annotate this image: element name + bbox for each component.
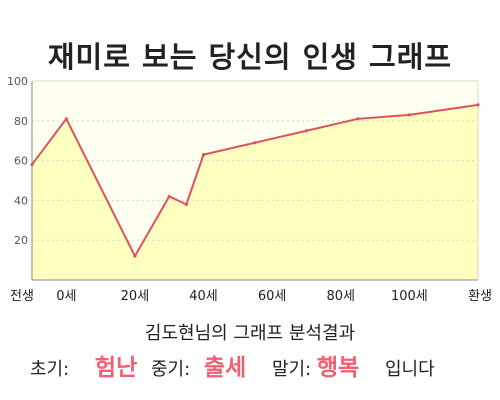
y-tick-label: 20: [14, 234, 28, 247]
data-point: [476, 103, 480, 107]
result-suffix: 입니다: [384, 359, 435, 380]
data-point: [304, 129, 309, 133]
x-tick-label: 20세: [121, 289, 150, 304]
data-point: [133, 254, 137, 258]
x-tick-label: 80세: [327, 289, 356, 304]
result-summary: 초기: 험난 중기: 출세 말기: 행복 입니다: [30, 348, 490, 382]
chart-title: 재미로 보는 당신의 인생 그래프: [47, 40, 453, 74]
y-tick-label: 60: [14, 155, 28, 168]
middle-label: 중기:: [150, 359, 191, 380]
late-value: 행복: [316, 355, 360, 381]
x-tick-label: 40세: [189, 289, 218, 304]
data-point: [253, 141, 257, 145]
data-point: [407, 113, 411, 117]
x-tick-label: 60세: [258, 289, 287, 304]
y-tick-label: 40: [14, 194, 28, 207]
x-tick-label: 환생: [468, 289, 492, 304]
x-tick-label: 전생: [10, 289, 34, 304]
data-point: [356, 117, 360, 121]
data-point: [167, 194, 171, 199]
data-point: [201, 153, 206, 157]
x-tick-label: 100세: [391, 289, 428, 304]
result-title: 김도현님의 그래프 분석결과: [144, 323, 356, 344]
data-point: [64, 117, 68, 121]
middle-value: 출세: [203, 355, 247, 381]
y-tick-label: 100: [7, 75, 28, 88]
area-fill: [32, 104, 478, 280]
late-label: 말기:: [271, 359, 312, 380]
data-point: [184, 202, 188, 206]
early-value: 험난: [94, 355, 138, 381]
early-label: 초기:: [30, 359, 70, 380]
x-tick-label: 0세: [56, 289, 76, 304]
data-point: [30, 162, 34, 167]
y-tick-label: 80: [14, 115, 28, 128]
